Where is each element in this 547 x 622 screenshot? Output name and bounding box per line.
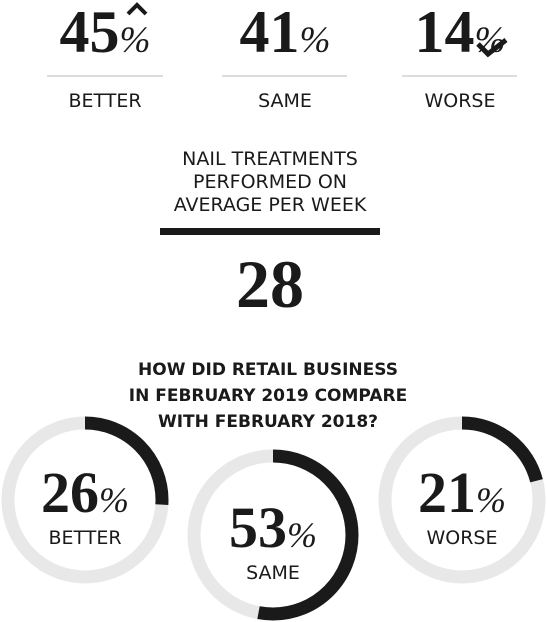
ring-label: WORSE [426, 527, 497, 549]
ring-arc [1, 416, 169, 584]
divider-bar [160, 228, 380, 235]
percent-sign: % [300, 20, 331, 61]
stat-number: 14% [415, 0, 506, 65]
percent-sign: % [476, 480, 506, 520]
ring-arc [378, 416, 546, 584]
stat-label: BETTER [68, 90, 141, 112]
number-value: 41 [240, 0, 300, 65]
average-title: PERFORMED ON [193, 171, 347, 193]
ring-arc [187, 449, 359, 621]
percent-sign: % [287, 515, 317, 555]
stat-label: SAME [258, 90, 312, 112]
ring-number: 53% [229, 495, 317, 560]
average-title: NAIL TREATMENTS [182, 148, 358, 170]
number-value: 14 [415, 0, 475, 65]
ring-number: 21% [418, 460, 506, 525]
ring-number: 26% [41, 460, 129, 525]
question: WITH FEBRUARY 2018? [158, 412, 378, 432]
down-check [476, 38, 508, 58]
question: HOW DID RETAIL BUSINESS [138, 360, 398, 380]
stat-number: 45% [60, 0, 151, 65]
percent-sign: % [99, 480, 129, 520]
ring-label: SAME [246, 562, 300, 584]
percent-sign: % [120, 20, 151, 61]
stat-number: 41% [240, 0, 331, 65]
stat-label: WORSE [424, 90, 495, 112]
number-value: 53 [229, 495, 287, 560]
number-value: 45 [60, 0, 120, 65]
percent-sign: % [475, 20, 506, 61]
up-caret [126, 2, 148, 16]
average-title: AVERAGE PER WEEK [174, 194, 367, 216]
ring-label: BETTER [48, 527, 121, 549]
question: IN FEBRUARY 2019 COMPARE [129, 386, 407, 406]
number-value: 21 [418, 460, 476, 525]
number-value: 26 [41, 460, 99, 525]
average-value: 28 [236, 246, 304, 322]
